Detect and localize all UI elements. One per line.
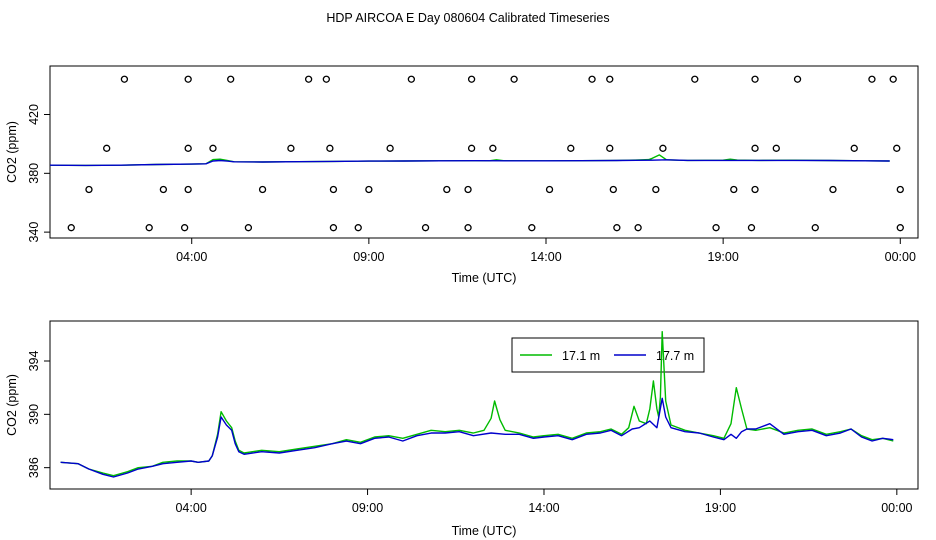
top-series-line-0 (49, 154, 890, 167)
legend: 17.1 m 17.7 m (511, 337, 705, 373)
top-data-point (712, 224, 720, 232)
top-data-point (528, 224, 536, 232)
top-y-tick-label: 340 (27, 222, 41, 243)
top-data-point (510, 75, 518, 83)
legend-label-17-7m: 17.7 m (656, 349, 694, 363)
top-data-point (329, 185, 338, 194)
top-data-point (467, 75, 476, 83)
top-data-point (613, 224, 621, 232)
top-data-point (896, 224, 904, 232)
top-data-point (354, 224, 362, 232)
bottom-y-axis-label: CO2 (ppm) (5, 374, 19, 436)
top-data-point (184, 144, 192, 152)
top-data-point (609, 185, 617, 194)
top-data-point (120, 75, 129, 83)
top-data-point (159, 185, 168, 194)
top-data-point (421, 224, 430, 232)
legend-label-17-1m: 17.1 m (562, 349, 600, 363)
top-data-point (751, 144, 759, 152)
top-data-point (567, 144, 575, 152)
top-data-point (896, 185, 904, 194)
top-data-point (227, 75, 235, 83)
bottom-panel: Time (UTC) CO2 (ppm) 17.1 m 17.7 m 04:00… (5, 320, 919, 538)
bottom-plot-frame (49, 320, 919, 490)
top-data-point (606, 144, 614, 152)
bottom-x-tick-label: 14:00 (528, 501, 559, 515)
top-x-axis-label: Time (UTC) (452, 271, 517, 285)
top-data-point (634, 224, 642, 232)
top-plot-frame (49, 65, 919, 239)
top-data-point (588, 75, 596, 83)
top-data-point (386, 144, 394, 152)
top-y-tick-label: 420 (27, 104, 41, 125)
bottom-x-tick-label: 04:00 (175, 501, 206, 515)
top-data-point (893, 144, 901, 152)
top-data-point (443, 185, 451, 194)
top-data-point (85, 185, 93, 194)
top-data-point (811, 224, 819, 232)
top-data-point (850, 144, 858, 152)
top-data-point (184, 75, 192, 83)
bottom-x-axis-label: Time (UTC) (452, 524, 517, 538)
top-data-point (67, 224, 75, 232)
bottom-x-tick-label: 00:00 (881, 501, 912, 515)
top-data-point (751, 75, 759, 83)
top-y-tick-label: 380 (27, 163, 41, 184)
top-data-point (180, 224, 189, 232)
top-data-point (652, 185, 660, 194)
top-data-point (304, 75, 313, 83)
top-data-point (407, 75, 416, 83)
top-data-point (464, 185, 472, 194)
top-x-tick-label: 00:00 (885, 250, 916, 264)
top-data-point (659, 144, 667, 152)
top-data-point (244, 224, 253, 232)
top-data-point (730, 185, 738, 194)
top-data-point (545, 185, 554, 194)
top-x-tick-label: 19:00 (708, 250, 739, 264)
top-data-point (747, 224, 756, 232)
top-data-point (322, 75, 330, 83)
bottom-series-line-1 (60, 397, 894, 478)
bottom-y-tick-label: 394 (27, 351, 41, 372)
top-x-tick-label: 09:00 (353, 250, 384, 264)
top-data-point (103, 144, 111, 152)
top-data-point (889, 75, 897, 83)
top-data-point (209, 144, 217, 152)
top-data-point (793, 75, 802, 83)
top-data-point (145, 224, 153, 232)
top-data-point (365, 185, 373, 194)
bottom-x-tick-label: 09:00 (352, 501, 383, 515)
top-data-point (287, 144, 295, 152)
top-x-tick-label: 04:00 (176, 250, 207, 264)
top-y-axis-label: CO2 (ppm) (5, 121, 19, 183)
top-data-point (489, 144, 497, 152)
top-data-point (829, 185, 837, 194)
top-data-point (464, 224, 472, 232)
top-series-line-1 (49, 159, 890, 167)
top-data-point (258, 185, 267, 194)
bottom-x-tick-label: 19:00 (705, 501, 736, 515)
top-data-point (868, 75, 876, 83)
chart-title: HDP AIRCOA E Day 080604 Calibrated Times… (326, 11, 609, 25)
bottom-y-tick-label: 390 (27, 404, 41, 425)
top-data-point (184, 185, 192, 194)
top-data-point (329, 224, 338, 232)
top-data-point (606, 75, 614, 83)
top-data-point (467, 144, 476, 152)
bottom-y-tick-label: 386 (27, 457, 41, 478)
top-panel: Time (UTC) CO2 (ppm) 04:00 09:00 14:00 19:0… (5, 65, 919, 285)
top-x-tick-label: 14:00 (530, 250, 561, 264)
top-data-point (326, 144, 334, 152)
top-data-point (772, 144, 780, 152)
top-data-point (751, 185, 759, 194)
top-data-point (691, 75, 699, 83)
